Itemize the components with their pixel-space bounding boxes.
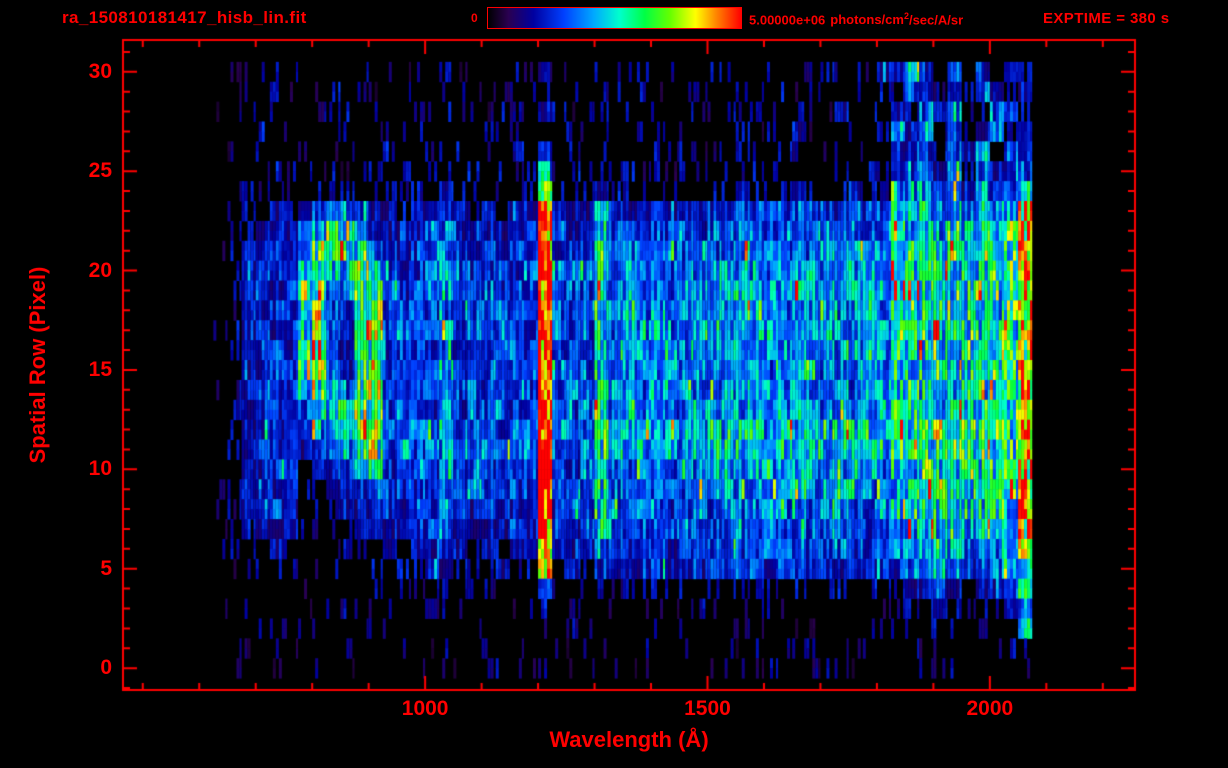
- filename-label: ra_150810181417_hisb_lin.fit: [62, 8, 307, 27]
- colorbar-min-label: 0: [471, 11, 478, 25]
- x-axis-title: Wavelength (Å): [549, 727, 709, 752]
- exptime-label: EXPTIME = 380 s: [1043, 10, 1170, 27]
- colorbar-gradient: [487, 7, 742, 29]
- y-axis-title: Spatial Row (Pixel): [25, 266, 50, 464]
- colorbar-unit-suffix: /sec/A/sr: [908, 12, 964, 28]
- colorbar-max-label: 5.00000e+06 photons/cm2/sec/A/sr: [749, 11, 963, 27]
- colorbar-unit-prefix: photons/cm: [830, 12, 904, 28]
- colorbar-max-value: 5.00000e+06: [749, 12, 826, 28]
- colorbar-unit-superscript: 2: [903, 11, 909, 21]
